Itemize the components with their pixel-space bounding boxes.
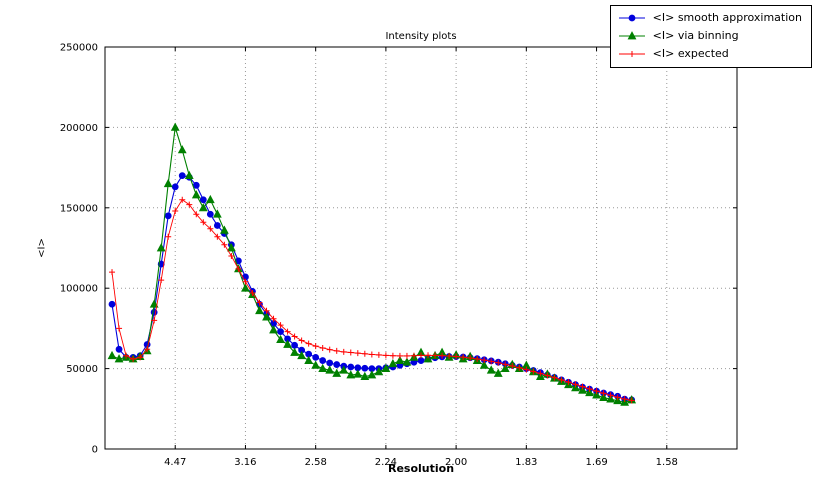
legend-label: <I> expected: [652, 47, 729, 60]
x-tick-label: 4.47: [164, 457, 186, 468]
legend-marker-circle-icon: [618, 14, 645, 22]
legend-item: <I> via binning: [617, 27, 802, 45]
series-markers: [108, 172, 636, 404]
grid: [105, 47, 737, 449]
y-tick-label: 50000: [66, 364, 98, 375]
x-tick-label: 1.83: [515, 457, 537, 468]
legend-label: <I> smooth approximation: [652, 11, 802, 24]
x-tick-label: 2.00: [445, 457, 467, 468]
legend-label: <I> via binning: [652, 29, 739, 42]
y-tick-labels: 0 50000 100000 150000 200000 250000: [60, 43, 98, 456]
series-line: [111, 127, 632, 403]
y-axis-label: <I>: [36, 238, 48, 258]
series-1: [107, 122, 637, 406]
y-tick-label: 200000: [60, 123, 98, 134]
y-tick-label: 0: [92, 445, 98, 456]
series-2: [109, 196, 635, 404]
x-tick-labels: 4.47 3.16 2.58 2.24 2.00 1.83 1.69 1.58: [164, 457, 678, 468]
y-tick-label: 150000: [60, 203, 98, 214]
legend-marker-plus-icon: [618, 51, 645, 57]
x-tick-label: 2.24: [375, 457, 397, 468]
x-axis-label: Resolution: [387, 462, 455, 475]
axis-ticks: [105, 46, 737, 450]
legend-item: <I> expected: [617, 45, 802, 63]
y-tick-label: 250000: [60, 43, 98, 54]
legend-item: <I> smooth approximation: [617, 9, 802, 27]
x-tick-label: 1.58: [656, 457, 678, 468]
legend: <I> smooth approximation <I> via binning <…: [609, 5, 812, 68]
plot-frame: [104, 46, 738, 450]
series-markers: [109, 196, 635, 404]
legend-marker-triangle-icon: [618, 31, 645, 40]
x-tick-label: 2.58: [305, 457, 327, 468]
series-markers: [107, 122, 637, 406]
series-0: [108, 172, 636, 404]
y-tick-label: 100000: [60, 284, 98, 295]
chart-title: Intensity plots: [385, 31, 457, 42]
x-tick-label: 1.69: [585, 457, 607, 468]
x-tick-label: 3.16: [234, 457, 256, 468]
